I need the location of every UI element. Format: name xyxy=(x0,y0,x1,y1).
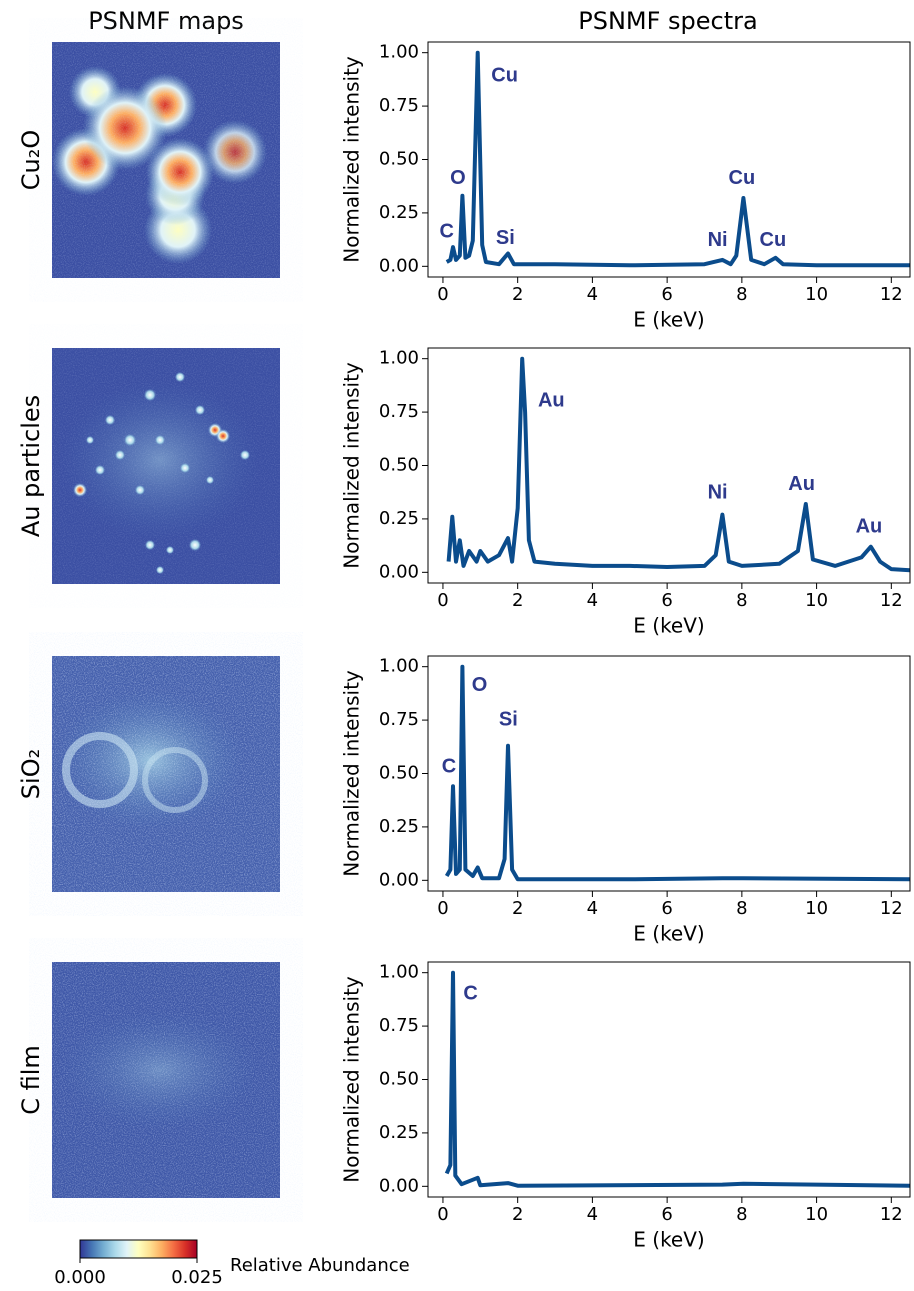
spectrum-line xyxy=(444,664,910,882)
x-tick-label: 10 xyxy=(805,898,828,919)
map-c-film xyxy=(52,962,280,1198)
spectrum-line xyxy=(445,50,910,268)
map-label: Cu₂O xyxy=(17,130,45,190)
peak-label: Cu xyxy=(729,167,756,189)
y-tick-label: 0.00 xyxy=(379,561,419,582)
peak-label: C xyxy=(439,220,453,242)
plot-frame xyxy=(427,655,911,892)
x-tick-label: 0 xyxy=(437,590,448,611)
colorbar-tick-label: 0.000 xyxy=(54,1267,106,1288)
y-tick-label: 0.00 xyxy=(379,869,419,890)
y-tick-label: 0.00 xyxy=(379,255,419,276)
colorbar-label: Relative Abundance xyxy=(230,1255,410,1276)
x-tick-label: 8 xyxy=(736,898,747,919)
x-tick-label: 8 xyxy=(736,590,747,611)
spectrum-line xyxy=(444,970,910,1188)
peak-label: Cu xyxy=(491,64,518,86)
y-tick-label: 1.00 xyxy=(379,42,419,63)
peak-label: C xyxy=(442,755,456,777)
y-tick-label: 0.25 xyxy=(379,1122,419,1143)
x-tick-label: 4 xyxy=(587,284,598,305)
x-tick-label: 2 xyxy=(512,1204,523,1225)
peak-label: Si xyxy=(496,227,515,249)
x-tick-label: 12 xyxy=(880,1204,903,1225)
peak-label: O xyxy=(450,167,466,189)
y-axis-label: Normalized intensity xyxy=(340,362,364,569)
map-sio2 xyxy=(52,656,280,892)
x-axis-label: E (keV) xyxy=(633,614,704,638)
x-tick-label: 6 xyxy=(661,590,672,611)
x-tick-label: 2 xyxy=(512,284,523,305)
map-cu2o xyxy=(52,42,280,278)
y-tick-label: 0.75 xyxy=(379,95,419,116)
x-tick-label: 6 xyxy=(661,1204,672,1225)
x-tick-label: 10 xyxy=(805,590,828,611)
x-tick-label: 12 xyxy=(880,284,903,305)
x-tick-label: 0 xyxy=(437,284,448,305)
x-tick-label: 4 xyxy=(587,590,598,611)
map-label: C film xyxy=(17,1045,45,1115)
x-tick-label: 2 xyxy=(512,590,523,611)
peak-label: Au xyxy=(538,390,565,412)
x-tick-label: 12 xyxy=(880,590,903,611)
y-axis-label: Normalized intensity xyxy=(340,56,364,263)
x-tick-label: 0 xyxy=(437,898,448,919)
y-tick-label: 0.00 xyxy=(379,1175,419,1196)
map-label: SiO₂ xyxy=(17,749,45,799)
peak-label: Au xyxy=(856,516,883,538)
plot-frame xyxy=(427,41,911,278)
peak-label: Ni xyxy=(708,229,728,251)
maps-title: PSNMF maps xyxy=(88,7,244,35)
x-axis-label: E (keV) xyxy=(633,1228,704,1252)
y-tick-label: 0.75 xyxy=(379,1015,419,1036)
y-tick-label: 1.00 xyxy=(379,962,419,983)
x-axis-label: E (keV) xyxy=(633,308,704,332)
x-tick-label: 8 xyxy=(736,284,747,305)
y-tick-label: 0.50 xyxy=(379,149,419,170)
plot-frame xyxy=(427,961,911,1198)
y-tick-label: 1.00 xyxy=(379,656,419,677)
x-tick-label: 0 xyxy=(437,1204,448,1225)
x-tick-label: 10 xyxy=(805,284,828,305)
plot-frame xyxy=(427,347,911,584)
x-tick-label: 6 xyxy=(661,898,672,919)
colorbar xyxy=(79,1239,198,1259)
y-axis-label: Normalized intensity xyxy=(340,670,364,877)
colorbar-tick-label: 0.025 xyxy=(171,1267,223,1288)
x-tick-label: 12 xyxy=(880,898,903,919)
peak-label: O xyxy=(472,674,488,696)
y-tick-label: 0.75 xyxy=(379,709,419,730)
peak-label: Cu xyxy=(760,229,787,251)
peak-label: Au xyxy=(788,473,815,495)
peak-label: Si xyxy=(499,708,518,730)
x-tick-label: 4 xyxy=(587,1204,598,1225)
spectra-title: PSNMF spectra xyxy=(578,7,757,35)
map-label: Au particles xyxy=(17,395,45,537)
x-tick-label: 6 xyxy=(661,284,672,305)
x-tick-label: 10 xyxy=(805,1204,828,1225)
x-tick-label: 8 xyxy=(736,1204,747,1225)
y-tick-label: 0.50 xyxy=(379,455,419,476)
y-tick-label: 0.25 xyxy=(379,816,419,837)
y-tick-label: 0.75 xyxy=(379,401,419,422)
y-tick-label: 0.50 xyxy=(379,763,419,784)
y-tick-label: 1.00 xyxy=(379,348,419,369)
x-axis-label: E (keV) xyxy=(633,922,704,946)
spectrum-line xyxy=(446,356,910,573)
y-tick-label: 0.50 xyxy=(379,1069,419,1090)
y-axis-label: Normalized intensity xyxy=(340,976,364,1183)
peak-label: C xyxy=(463,982,477,1004)
y-tick-label: 0.25 xyxy=(379,202,419,223)
map-au xyxy=(52,348,280,584)
x-tick-label: 4 xyxy=(587,898,598,919)
x-tick-label: 2 xyxy=(512,898,523,919)
y-tick-label: 0.25 xyxy=(379,508,419,529)
peak-label: Ni xyxy=(708,482,728,504)
